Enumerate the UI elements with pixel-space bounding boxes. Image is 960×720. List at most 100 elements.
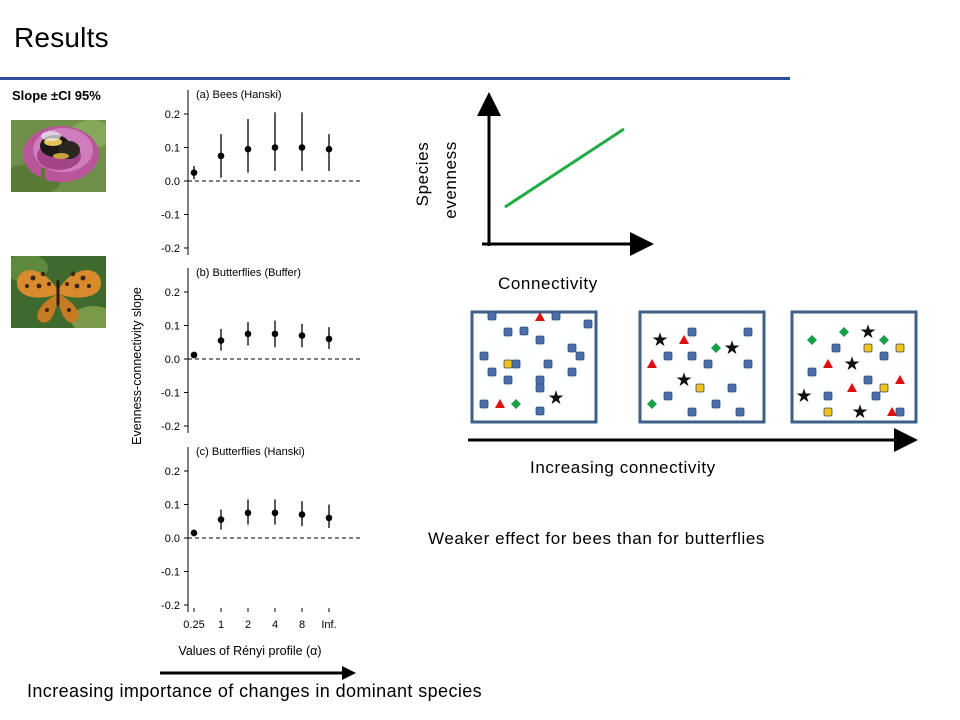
species-triangle [535,312,545,321]
y-tick-label: 0.1 [165,143,180,155]
conclusion-text: Weaker effect for bees than for butterfl… [428,529,766,548]
panel-0: (a) Bees (Hanski) 0.2 0.1 0.0 -0.1 -0.2 [161,89,360,255]
species-square [535,375,545,385]
y-tick-label: -0.2 [161,421,180,433]
species-square [575,351,585,361]
butterfly-photo-icon [11,256,106,328]
slope-point [298,511,306,518]
y-tick-label: -0.1 [161,210,180,222]
species-box-frame [790,310,918,424]
species-square [735,407,745,417]
y-tick-label: 0.2 [165,287,180,299]
x-tick-label: 1 [218,619,224,631]
slope-point [271,144,279,151]
species-star: ★ [723,338,740,359]
species-square [503,359,513,369]
species-star: ★ [843,354,860,375]
connectivity-concept-diagram: Species evenness ★ ★ ★ ★ ★ ★ ★ ★ [413,92,918,452]
species-diamond [511,399,521,409]
species-square [743,327,753,337]
y-tick-label: 0.2 [165,466,180,478]
y-tick-label: 0.2 [165,109,180,121]
y-tick-label: 0.0 [165,176,180,188]
bottom-arrow [160,666,356,680]
evenness-trend-line [504,127,625,209]
y-axis-label: Evenness-connectivity slope [130,287,144,445]
slope-point [325,514,333,522]
species-star: ★ [547,388,564,409]
species-square [823,407,833,417]
species-square [879,383,889,393]
species-square [895,407,905,417]
species-square [687,407,697,417]
panel-1: (b) Butterflies (Buffer) 0.2 0.1 0.0 -0.1 -0.… [161,267,360,433]
y-tick-label: 0.0 [165,533,180,545]
species-square [695,383,705,393]
species-square [511,359,521,369]
species-square [879,351,889,361]
species-box-3: ★ ★ ★ ★ [790,310,918,424]
y-tick-label: 0.0 [165,354,180,366]
y-tick-label: -0.1 [161,567,180,579]
concept-ylabel-line1: Species [413,142,432,207]
y-tick-label: 0.1 [165,500,180,512]
species-triangle [895,375,905,384]
x-axis-label: Values of Rényi profile (α) [178,644,321,658]
species-square [551,311,561,321]
species-square [535,335,545,345]
slope-point [244,145,252,153]
species-square [743,359,753,369]
bee-photo-icon [11,120,106,192]
species-square [687,327,697,337]
species-square [519,326,529,336]
species-star: ★ [859,322,876,343]
species-triangle [679,335,689,344]
slope-point [190,169,198,176]
species-box-2: ★ ★ ★ [638,310,766,424]
y-tick-label: -0.2 [161,243,180,255]
species-square [535,383,545,393]
slope-point [244,330,252,338]
x-tick-label: 0.25 [183,619,204,631]
species-triangle [887,407,897,416]
species-square [863,375,873,385]
slope-point [325,145,333,153]
slope-point [298,144,306,151]
slope-point [325,335,333,343]
species-triangle [847,383,857,392]
x-tick-label: 2 [245,619,251,631]
slope-point [244,509,252,517]
bottom-note: Increasing importance of changes in domi… [27,681,483,701]
species-box-frame [638,310,766,424]
panel-title: (a) Bees (Hanski) [196,89,282,101]
concept-ylabel-line2: evenness [441,141,460,219]
species-diamond [647,399,657,409]
species-square [895,343,905,353]
panel-2: (c) Butterflies (Hanski) 0.2 0.1 0.0 -0.1 -0.… [161,446,360,631]
slope-point [217,337,225,344]
species-diamond [807,335,817,345]
species-square [583,319,593,329]
species-square [687,351,697,361]
slope-point [298,332,306,339]
species-triangle [647,359,657,368]
species-square [863,343,873,353]
species-square [479,351,489,361]
species-square [823,391,833,401]
species-square [831,343,841,353]
species-square [663,391,673,401]
species-square [487,311,497,321]
slide-title: Results [14,22,109,53]
slope-panels-chart: (a) Bees (Hanski)0.20.10.0-0.1-0.2(b) Bu… [130,89,360,658]
y-tick-label: 0.1 [165,321,180,333]
species-square [711,399,721,409]
species-star: ★ [795,386,812,407]
species-diamond [711,343,721,353]
species-square [567,343,577,353]
species-square [703,359,713,369]
y-tick-label: -0.2 [161,600,180,612]
species-diamond [879,335,889,345]
species-triangle [823,359,833,368]
slope-ci-label: Slope ±CI 95% [12,88,101,103]
species-triangle [495,399,505,408]
